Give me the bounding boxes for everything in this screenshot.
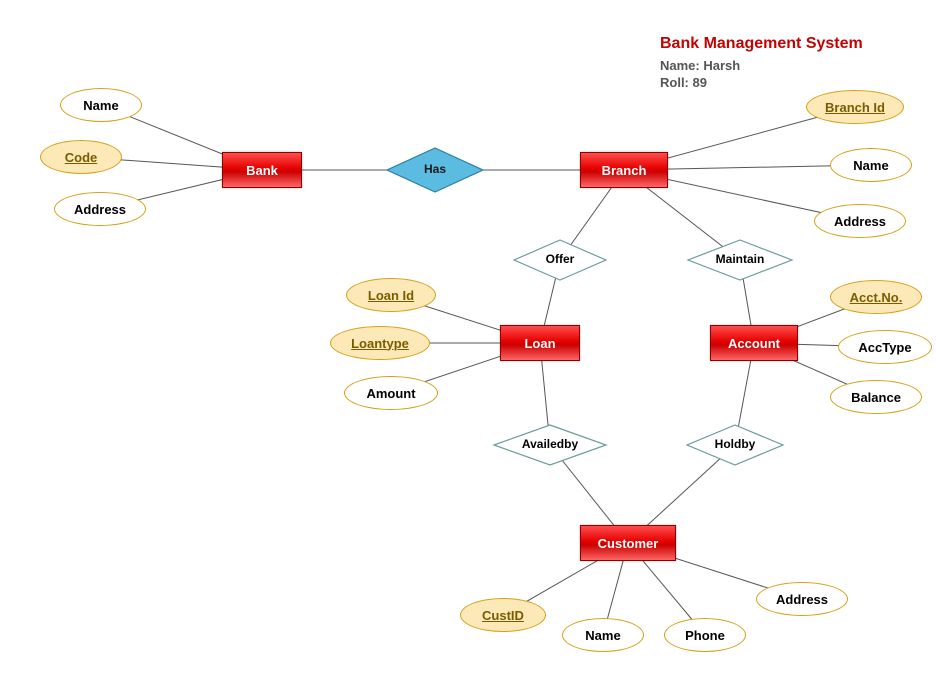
- attribute-cust_addr: Address: [756, 582, 848, 616]
- attribute-bank_name: Name: [60, 88, 142, 122]
- entity-customer: Customer: [580, 525, 676, 561]
- nodes-layer: Has Offer Maintain Availedby Holdby Bank Branc…: [0, 0, 936, 680]
- entity-bank: Bank: [222, 152, 302, 188]
- attribute-cust_phone: Phone: [664, 618, 746, 652]
- attribute-branch_name: Name: [830, 148, 912, 182]
- attribute-loan_type: Loantype: [330, 326, 430, 360]
- attribute-cust_id: CustID: [460, 598, 546, 632]
- attribute-acct_type: AccType: [838, 330, 932, 364]
- attribute-acct_no: Acct.No.: [830, 280, 922, 314]
- attribute-loan_amt: Amount: [344, 376, 438, 410]
- entity-branch: Branch: [580, 152, 668, 188]
- attribute-bank_code: Code: [40, 140, 122, 174]
- attribute-branch_addr: Address: [814, 204, 906, 238]
- relationship-label-maintain: Maintain: [680, 252, 800, 266]
- attribute-branch_id: Branch Id: [806, 90, 904, 124]
- entity-loan: Loan: [500, 325, 580, 361]
- relationship-label-holdby: Holdby: [675, 437, 795, 451]
- relationship-label-has: Has: [375, 162, 495, 176]
- attribute-acct_bal: Balance: [830, 380, 922, 414]
- relationship-label-offer: Offer: [500, 252, 620, 266]
- attribute-cust_name: Name: [562, 618, 644, 652]
- relationship-label-availed: Availedby: [490, 437, 610, 451]
- attribute-loan_id: Loan Id: [346, 278, 436, 312]
- entity-account: Account: [710, 325, 798, 361]
- attribute-bank_addr: Address: [54, 192, 146, 226]
